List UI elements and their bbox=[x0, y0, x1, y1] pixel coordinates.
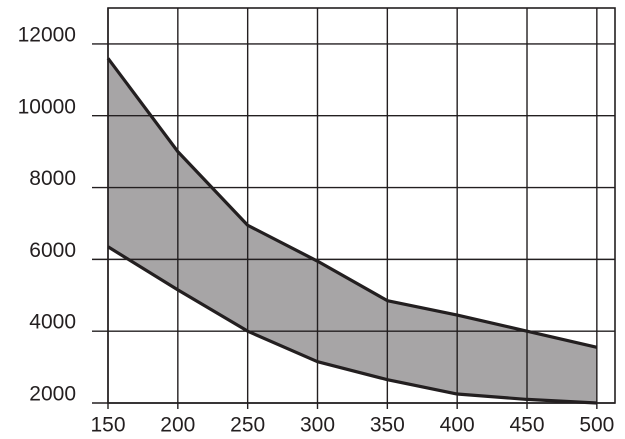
x-tick-label: 500 bbox=[579, 414, 614, 437]
x-tick-label: 200 bbox=[160, 414, 195, 437]
band-area bbox=[108, 58, 597, 403]
y-tick-label: 2000 bbox=[29, 383, 76, 406]
y-tick-label: 12000 bbox=[18, 23, 76, 46]
x-tick-label: 350 bbox=[370, 414, 405, 437]
y-tick-label: 4000 bbox=[29, 311, 76, 334]
x-tick-label: 400 bbox=[440, 414, 475, 437]
plot-frame bbox=[107, 7, 616, 404]
x-tick-label: 250 bbox=[230, 414, 265, 437]
y-tick-label: 10000 bbox=[18, 95, 76, 118]
y-tick-label: 6000 bbox=[29, 239, 76, 262]
y-tick-label: 8000 bbox=[29, 167, 76, 190]
series-line bbox=[106, 57, 598, 349]
x-tick-label: 300 bbox=[300, 414, 335, 437]
x-tick-label: 450 bbox=[509, 414, 544, 437]
x-tick-label: 150 bbox=[90, 414, 125, 437]
series-line bbox=[107, 245, 597, 405]
